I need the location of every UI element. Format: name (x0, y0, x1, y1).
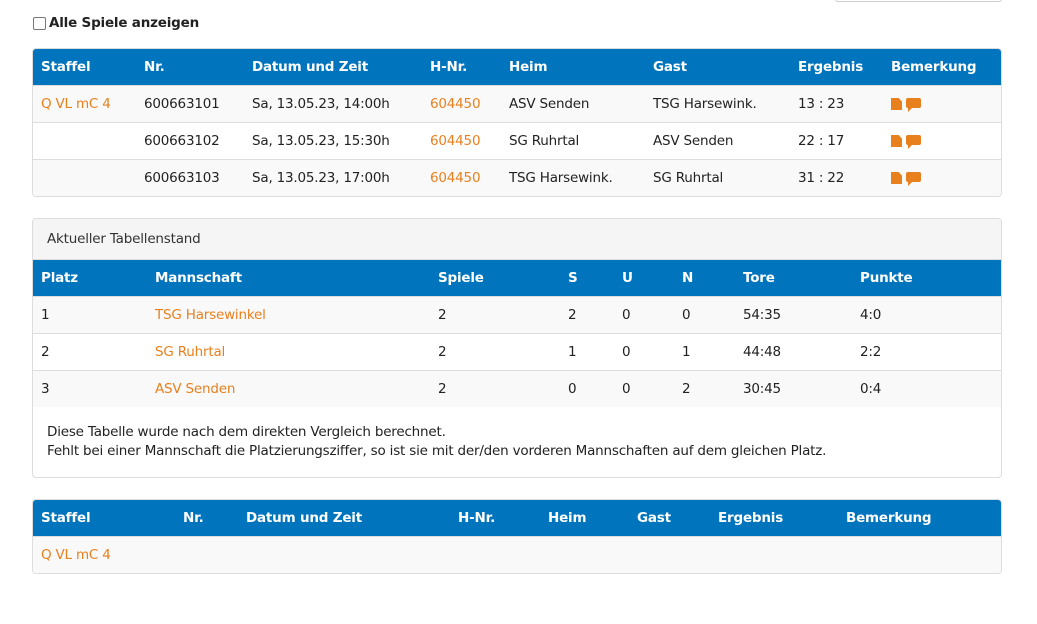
games-table-2: Staffel Nr. Datum und Zeit H-Nr. Heim Ga… (32, 499, 1002, 574)
game-nr: 600663101 (144, 96, 220, 112)
niederlagen: 1 (682, 344, 691, 360)
comment-icon[interactable] (906, 172, 921, 186)
home-team: SG Ruhrtal (509, 133, 580, 149)
siege: 2 (568, 307, 577, 323)
col-heim: Heim (509, 59, 548, 75)
result: 22 : 17 (798, 133, 845, 149)
table-row: 600663103 Sa, 13.05.23, 17:00h 604450 TS… (33, 159, 1001, 196)
tore: 30:45 (743, 381, 781, 397)
staffel-link[interactable]: Q VL mC 4 (41, 547, 111, 563)
team-link[interactable]: ASV Senden (155, 381, 236, 397)
col-nr: Nr. (183, 510, 204, 526)
result: 31 : 22 (798, 170, 845, 186)
col-platz: Platz (41, 270, 78, 286)
col-bemerkung: Bemerkung (891, 59, 977, 75)
show-all-label: Alle Spiele anzeigen (49, 15, 200, 31)
punkte: 0:4 (860, 381, 882, 397)
spiele: 2 (438, 381, 447, 397)
col-hnr: H-Nr. (430, 59, 468, 75)
niederlagen: 0 (682, 307, 691, 323)
hall-link[interactable]: 604450 (430, 170, 481, 186)
col-s: S (568, 270, 578, 286)
punkte: 4:0 (860, 307, 882, 323)
col-hnr: H-Nr. (458, 510, 496, 526)
col-datum: Datum und Zeit (246, 510, 362, 526)
guest-team: TSG Harsewink. (653, 96, 757, 112)
guest-team: SG Ruhrtal (653, 170, 724, 186)
result: 13 : 23 (798, 96, 845, 112)
col-ergebnis: Ergebnis (718, 510, 784, 526)
col-n: N (682, 270, 694, 286)
table-header: Staffel Nr. Datum und Zeit H-Nr. Heim Ga… (33, 49, 1001, 85)
staffel-link[interactable]: Q VL mC 4 (41, 96, 111, 112)
col-heim: Heim (548, 510, 587, 526)
siege: 0 (568, 381, 577, 397)
guest-team: ASV Senden (653, 133, 734, 149)
pdf-report-icon[interactable] (891, 172, 902, 184)
platz: 1 (41, 307, 50, 323)
col-u: U (622, 270, 633, 286)
tore: 54:35 (743, 307, 781, 323)
standings-title: Aktueller Tabellenstand (33, 219, 1001, 260)
team-link[interactable]: TSG Harsewinkel (155, 307, 266, 323)
game-nr: 600663103 (144, 170, 220, 186)
col-mannschaft: Mannschaft (155, 270, 242, 286)
col-spiele: Spiele (438, 270, 484, 286)
hall-link[interactable]: 604450 (430, 133, 481, 149)
pdf-report-icon[interactable] (891, 98, 902, 110)
spiele: 2 (438, 344, 447, 360)
niederlagen: 2 (682, 381, 691, 397)
note-line-2: Fehlt bei einer Mannschaft die Platzieru… (47, 443, 827, 459)
col-gast: Gast (637, 510, 671, 526)
game-date: Sa, 13.05.23, 15:30h (252, 133, 390, 149)
spiele: 2 (438, 307, 447, 323)
table-row: 600663102 Sa, 13.05.23, 15:30h 604450 SG… (33, 122, 1001, 159)
table-header: Platz Mannschaft Spiele S U N Tore Punkt… (33, 260, 1001, 296)
top-select[interactable] (835, 0, 1002, 2)
punkte: 2:2 (860, 344, 882, 360)
team-link[interactable]: SG Ruhrtal (155, 344, 226, 360)
table-row: Q VL mC 4 (33, 536, 1001, 573)
col-gast: Gast (653, 59, 687, 75)
col-punkte: Punkte (860, 270, 913, 286)
game-date: Sa, 13.05.23, 17:00h (252, 170, 390, 186)
game-nr: 600663102 (144, 133, 220, 149)
siege: 1 (568, 344, 577, 360)
col-staffel: Staffel (41, 510, 91, 526)
pdf-report-icon[interactable] (891, 135, 902, 147)
note-line-1: Diese Tabelle wurde nach dem direkten Ve… (47, 424, 446, 440)
hall-link[interactable]: 604450 (430, 96, 481, 112)
table-row: Q VL mC 4 600663101 Sa, 13.05.23, 14:00h… (33, 85, 1001, 122)
col-bemerkung: Bemerkung (846, 510, 932, 526)
tore: 44:48 (743, 344, 781, 360)
standings-panel: Aktueller Tabellenstand Platz Mannschaft… (32, 218, 1002, 478)
col-datum: Datum und Zeit (252, 59, 368, 75)
platz: 3 (41, 381, 50, 397)
games-table: Staffel Nr. Datum und Zeit H-Nr. Heim Ga… (32, 48, 1002, 197)
table-header: Staffel Nr. Datum und Zeit H-Nr. Heim Ga… (33, 500, 1001, 536)
unentschieden: 0 (622, 307, 631, 323)
show-all-games-checkbox[interactable]: Alle Spiele anzeigen (33, 15, 199, 31)
table-row: 3 ASV Senden 2 0 0 2 30:45 0:4 (33, 370, 1001, 407)
col-staffel: Staffel (41, 59, 91, 75)
home-team: TSG Harsewink. (509, 170, 613, 186)
unentschieden: 0 (622, 344, 631, 360)
comment-icon[interactable] (906, 98, 921, 112)
comment-icon[interactable] (906, 135, 921, 149)
platz: 2 (41, 344, 50, 360)
col-tore: Tore (743, 270, 775, 286)
unentschieden: 0 (622, 381, 631, 397)
table-row: 2 SG Ruhrtal 2 1 0 1 44:48 2:2 (33, 333, 1001, 370)
standings-note: Diese Tabelle wurde nach dem direkten Ve… (33, 407, 1001, 477)
checkbox-box[interactable] (33, 16, 46, 30)
col-ergebnis: Ergebnis (798, 59, 864, 75)
game-date: Sa, 13.05.23, 14:00h (252, 96, 390, 112)
table-row: 1 TSG Harsewinkel 2 2 0 0 54:35 4:0 (33, 296, 1001, 333)
home-team: ASV Senden (509, 96, 590, 112)
col-nr: Nr. (144, 59, 165, 75)
